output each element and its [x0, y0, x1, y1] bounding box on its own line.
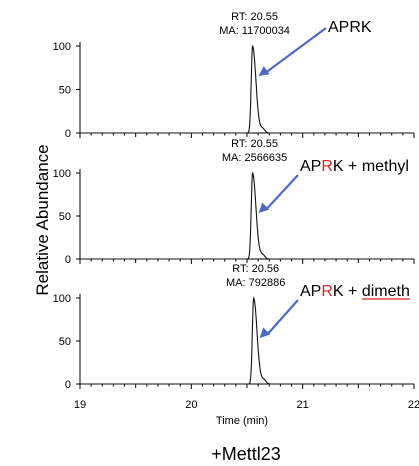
series-name-part: K — [361, 19, 372, 36]
chart-panel-1: 0 50 100 RT: 20.55 MA: 11700034 APRK — [53, 11, 415, 140]
chromatogram-trace — [80, 296, 414, 385]
peak-rt-label: RT: 20.55 — [231, 11, 278, 23]
y-tick-label: 100 — [53, 41, 71, 53]
y-tick-label: 50 — [59, 336, 71, 348]
series-name-label: APRK + dimeth — [300, 283, 410, 300]
x-axis-label: Time (min) — [216, 415, 268, 427]
series-name-part: R — [321, 283, 333, 300]
x-tick-label: 19 — [74, 399, 86, 411]
x-tick-label: 20 — [185, 399, 197, 411]
y-tick-label: 0 — [65, 379, 71, 391]
chart-panel-2: 0 50 100 RT: 20.55 MA: 2566635 APRK + methyl — [53, 138, 415, 266]
series-name-part: AP — [300, 158, 321, 175]
peak-ma-label: MA: 2566635 — [222, 152, 287, 164]
series-name-label: APRK — [328, 19, 372, 36]
series-name-part: R — [321, 158, 333, 175]
annotation-arrowhead — [259, 327, 271, 338]
y-axis-label: Relative Abundance — [33, 144, 52, 295]
series-name-part: methyl — [362, 158, 409, 175]
peak-rt-label: RT: 20.55 — [231, 138, 278, 150]
series-name-label: APRK + methyl — [300, 158, 409, 175]
chart-caption: +Mettl23 — [211, 444, 281, 464]
y-tick-label: 50 — [59, 211, 71, 223]
series-name-part: K — [333, 158, 344, 175]
y-tick-label: 100 — [53, 293, 71, 305]
series-name-part: AP — [328, 19, 349, 36]
series-name-part: dimeth — [362, 283, 410, 300]
series-name-part: AP — [300, 283, 321, 300]
annotation-arrowhead — [258, 202, 270, 213]
series-name-part: + — [344, 283, 362, 300]
series-name-part: R — [349, 19, 361, 36]
x-tick-label: 22 — [408, 399, 419, 411]
chromatogram-trace — [80, 44, 414, 134]
y-tick-label: 100 — [53, 168, 71, 180]
annotation-arrow — [265, 27, 327, 73]
peak-rt-label: RT: 20.56 — [232, 263, 279, 275]
annotation-arrow — [266, 299, 299, 335]
peak-ma-label: MA: 792886 — [226, 277, 285, 289]
series-name-part: + — [344, 158, 362, 175]
annotation-arrow — [265, 174, 299, 210]
y-tick-label: 0 — [65, 128, 71, 140]
chromatogram-trace — [80, 171, 414, 260]
x-tick-label: 21 — [297, 399, 309, 411]
y-tick-label: 50 — [59, 85, 71, 97]
chart-panel-3: 0 50 100 RT: 20.56 MA: 792886 APRK + dimeth — [53, 263, 415, 391]
series-name-part: K — [333, 283, 344, 300]
peak-ma-label: MA: 11700034 — [219, 25, 290, 37]
y-tick-label: 0 — [65, 254, 71, 266]
annotation-arrowhead — [258, 66, 270, 76]
